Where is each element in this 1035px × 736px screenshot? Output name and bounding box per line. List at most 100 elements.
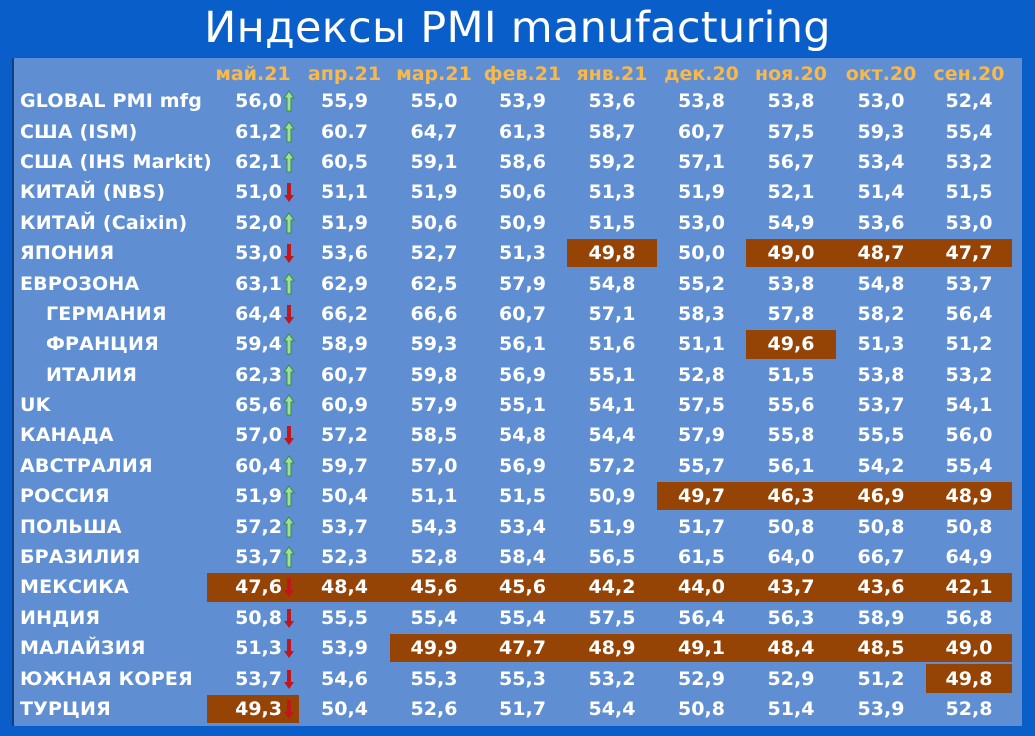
cell-value: 53,6 — [321, 242, 368, 265]
cell-value: 44,2 — [588, 576, 636, 599]
table-cell: 57,5 — [657, 391, 746, 419]
table-cell: 52,6 — [390, 695, 478, 723]
table-cell: 50,4 — [299, 695, 390, 723]
table-cell: 51,9 — [657, 178, 746, 206]
cell-value: 53,7 — [235, 667, 282, 690]
table-cell: 51,9 — [567, 512, 657, 540]
table-cell: 49,7 — [657, 482, 746, 511]
table-cell: 50,9 — [478, 209, 567, 237]
cell-value: 55,1 — [588, 363, 636, 386]
cell-value: 53,9 — [321, 637, 368, 660]
table-cell: 51,3 — [207, 634, 299, 662]
cell-value: 49,1 — [678, 637, 725, 660]
cell-value: 52,6 — [410, 698, 458, 720]
cell-value: 54,8 — [499, 424, 546, 447]
table-cell: 57,9 — [390, 391, 478, 419]
cell-value: 56,8 — [945, 606, 993, 629]
cell-value: 54,9 — [767, 211, 815, 234]
table-cell: 66,2 — [299, 300, 390, 328]
table-cell: 55,5 — [299, 604, 390, 632]
cell-value: 50,8 — [945, 515, 993, 538]
cell-value: 59,3 — [410, 333, 458, 356]
table-cell: 57,5 — [567, 604, 657, 632]
table-cell: 56,9 — [478, 452, 567, 480]
cell-value: 55,5 — [857, 424, 905, 447]
table-cell: 55,1 — [478, 391, 567, 419]
table-cell: 51,9 — [207, 482, 299, 510]
cell-value: 62,5 — [410, 272, 458, 295]
cell-value: 64,7 — [410, 120, 458, 143]
row-label: ЕВРОЗОНА — [20, 272, 140, 295]
cell-value: 56,9 — [499, 454, 546, 477]
table-cell: 53,7 — [299, 512, 390, 540]
table-cell: 42,1 — [926, 573, 1012, 602]
table-cell: 50,8 — [746, 512, 836, 540]
table-cell: 59,7 — [299, 452, 390, 480]
table-cell: 44,2 — [567, 573, 657, 602]
table-cell: 51,2 — [926, 330, 1012, 358]
cell-value: 51,9 — [410, 181, 458, 204]
cell-value: 50,6 — [410, 211, 458, 234]
table-cell: 58,9 — [836, 604, 926, 632]
table-cell: 63,1 — [207, 269, 299, 297]
cell-value: 51,3 — [857, 333, 905, 356]
table-cell: 50,8 — [657, 695, 746, 723]
table-cell: 57,9 — [657, 421, 746, 449]
column-header: май.21 — [215, 62, 291, 85]
table-cell: 55,0 — [390, 87, 478, 115]
table-cell: 57,5 — [746, 117, 836, 145]
column-header: ноя.20 — [754, 62, 828, 85]
cell-value: 53,0 — [235, 242, 282, 265]
cell-value: 63,1 — [235, 272, 282, 295]
cell-value: 51,1 — [321, 181, 368, 204]
table-cell: 54,8 — [567, 269, 657, 297]
cell-value: 51,3 — [499, 242, 546, 265]
cell-value: 53,7 — [857, 394, 905, 417]
table-cell: 56,7 — [746, 148, 836, 176]
cell-value: 59,4 — [235, 333, 282, 356]
row-label: ГЕРМАНИЯ — [46, 302, 167, 325]
row-label: ЯПОНИЯ — [20, 242, 115, 265]
cell-value: 57,2 — [321, 424, 368, 447]
cell-value: 56,9 — [499, 363, 546, 386]
table-cell: 52,3 — [299, 543, 390, 571]
table-cell: 53,7 — [207, 664, 299, 692]
table-cell: 60,9 — [299, 391, 390, 419]
cell-value: 51,9 — [321, 211, 368, 234]
cell-value: 55,4 — [945, 120, 993, 143]
table-cell: 53,2 — [926, 361, 1012, 389]
cell-value: 55,7 — [678, 454, 725, 477]
cell-value: 43,7 — [767, 576, 815, 599]
row-label: АВСТРАЛИЯ — [20, 454, 153, 477]
table-cell: 49,8 — [926, 664, 1012, 693]
cell-value: 51,6 — [588, 333, 636, 356]
cell-value: 47,7 — [499, 637, 546, 660]
table-cell: 57,2 — [299, 421, 390, 449]
up-arrow-icon — [283, 546, 295, 568]
table-cell: 51,9 — [390, 178, 478, 206]
cell-value: 55,4 — [945, 454, 993, 477]
table-cell: 58,4 — [478, 543, 567, 571]
table-cell: 52,8 — [390, 543, 478, 571]
cell-value: 52,1 — [767, 181, 815, 204]
cell-value: 51,4 — [767, 698, 815, 720]
table-cell: 55,9 — [299, 87, 390, 115]
table-cell: 48,5 — [836, 634, 926, 663]
cell-value: 51,1 — [678, 333, 725, 356]
table-cell: 62,3 — [207, 361, 299, 389]
table-cell: 59,2 — [567, 148, 657, 176]
table-cell: 53,8 — [746, 87, 836, 115]
table-cell: 64,9 — [926, 543, 1012, 571]
cell-value: 55,0 — [410, 90, 458, 113]
cell-value: 56,0 — [945, 424, 993, 447]
cell-value: 51,2 — [857, 667, 905, 690]
down-arrow-icon — [283, 607, 295, 629]
down-arrow-icon — [283, 668, 295, 690]
table-cell: 49,8 — [567, 238, 657, 268]
table-cell: 53,9 — [836, 695, 926, 723]
table-cell: 57,8 — [746, 300, 836, 328]
cell-value: 66,2 — [321, 302, 368, 325]
row-label: ЮЖНАЯ КОРЕЯ — [20, 667, 193, 690]
table-cell: 56,1 — [746, 452, 836, 480]
table-cell: 66,6 — [390, 300, 478, 328]
